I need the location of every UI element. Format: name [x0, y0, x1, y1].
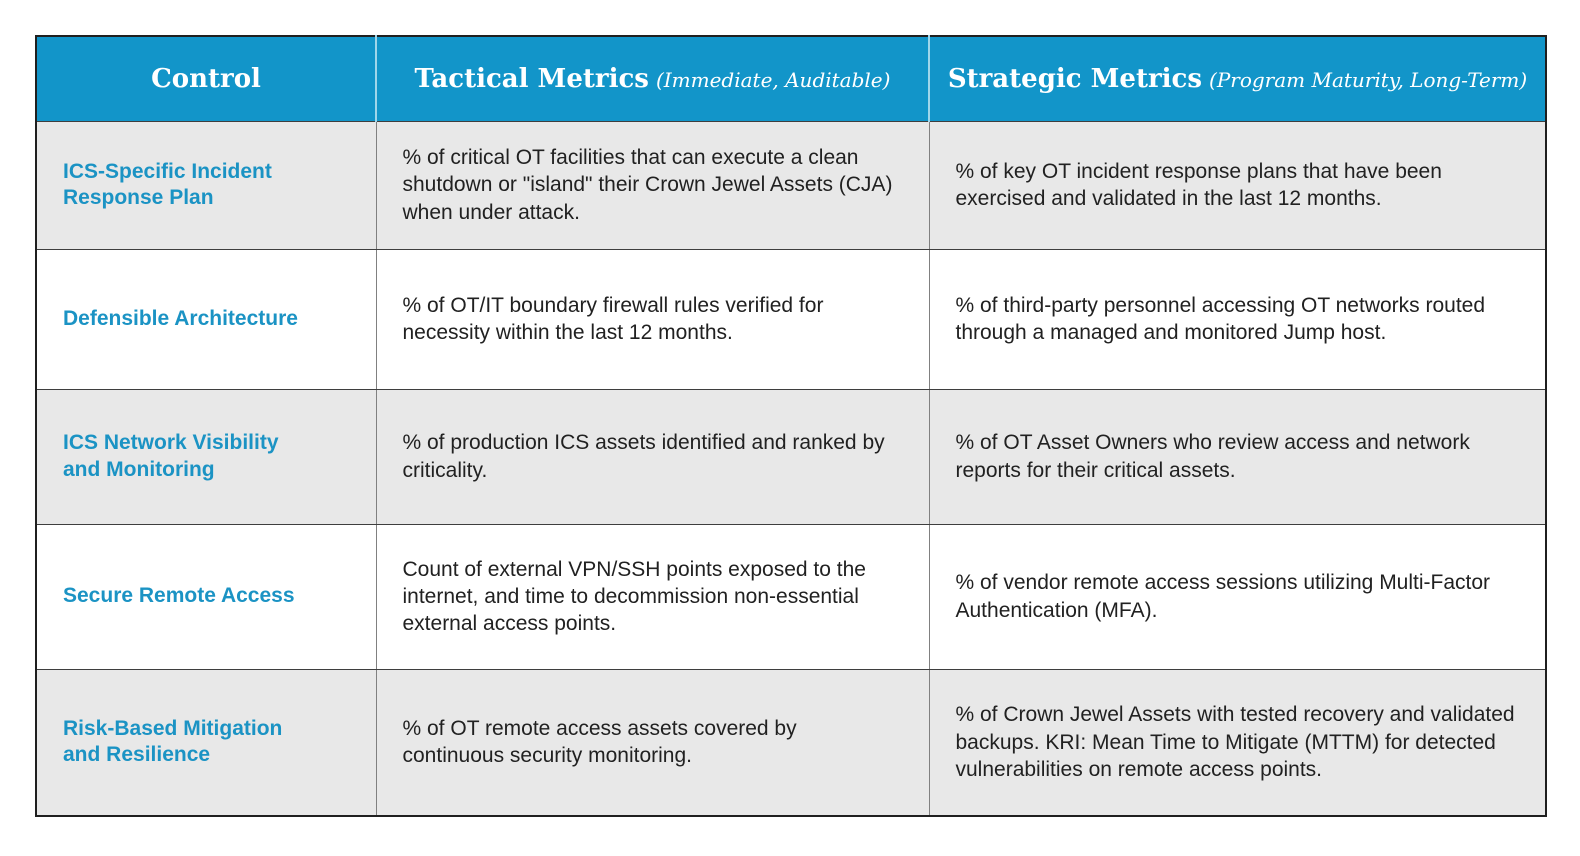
table-row: Risk-Based Mitigation and Resilience% of… [36, 669, 1546, 816]
strategic-cell: % of Crown Jewel Assets with tested reco… [929, 669, 1546, 816]
control-cell: Risk-Based Mitigation and Resilience [36, 669, 377, 816]
control-cell: Defensible Architecture [36, 249, 377, 390]
header-sublabel-tactical: (Immediate, Auditable) [655, 67, 891, 92]
header-cell-strategic: Strategic Metrics (Program Maturity, Long… [929, 36, 1546, 122]
header-cell-tactical: Tactical Metrics (Immediate, Auditable) [376, 36, 930, 122]
controls-metrics-table: Control Tactical Metrics (Immediate, Audi… [35, 35, 1547, 817]
table-row: Defensible Architecture% of OT/IT bounda… [36, 249, 1546, 390]
table-header: Control Tactical Metrics (Immediate, Audi… [36, 36, 1546, 122]
header-label-control: Control [151, 63, 261, 94]
header-label-strategic: Strategic Metrics [947, 63, 1203, 94]
table-row: ICS Network Visibility and Monitoring% o… [36, 389, 1546, 525]
strategic-cell: % of third-party personnel accessing OT … [929, 249, 1546, 390]
tactical-cell: % of critical OT facilities that can exe… [376, 121, 930, 250]
table-row: Secure Remote Access Count of external VP… [36, 524, 1546, 670]
tactical-cell: Count of external VPN/SSH points exposed… [376, 524, 930, 670]
tactical-cell: % of OT remote access assets covered by … [376, 669, 930, 816]
table-body: ICS-Specific Incident Response Plan% of … [36, 121, 1546, 816]
strategic-cell: % of key OT incident response plans that… [929, 121, 1546, 250]
tactical-cell: % of production ICS assets identified an… [376, 389, 930, 525]
header-label-tactical: Tactical Metrics [414, 63, 649, 94]
tactical-cell: % of OT/IT boundary firewall rules verif… [376, 249, 930, 390]
control-cell: ICS Network Visibility and Monitoring [36, 389, 377, 525]
control-cell: Secure Remote Access [36, 524, 377, 670]
header-cell-control: Control [36, 36, 377, 122]
control-cell: ICS-Specific Incident Response Plan [36, 121, 377, 250]
header-sublabel-strategic: (Program Maturity, Long-Term) [1209, 67, 1528, 92]
strategic-cell: % of vendor remote access sessions utili… [929, 524, 1546, 670]
strategic-cell: % of OT Asset Owners who review access a… [929, 389, 1546, 525]
header-row: Control Tactical Metrics (Immediate, Audi… [36, 36, 1546, 122]
table-row: ICS-Specific Incident Response Plan% of … [36, 121, 1546, 250]
